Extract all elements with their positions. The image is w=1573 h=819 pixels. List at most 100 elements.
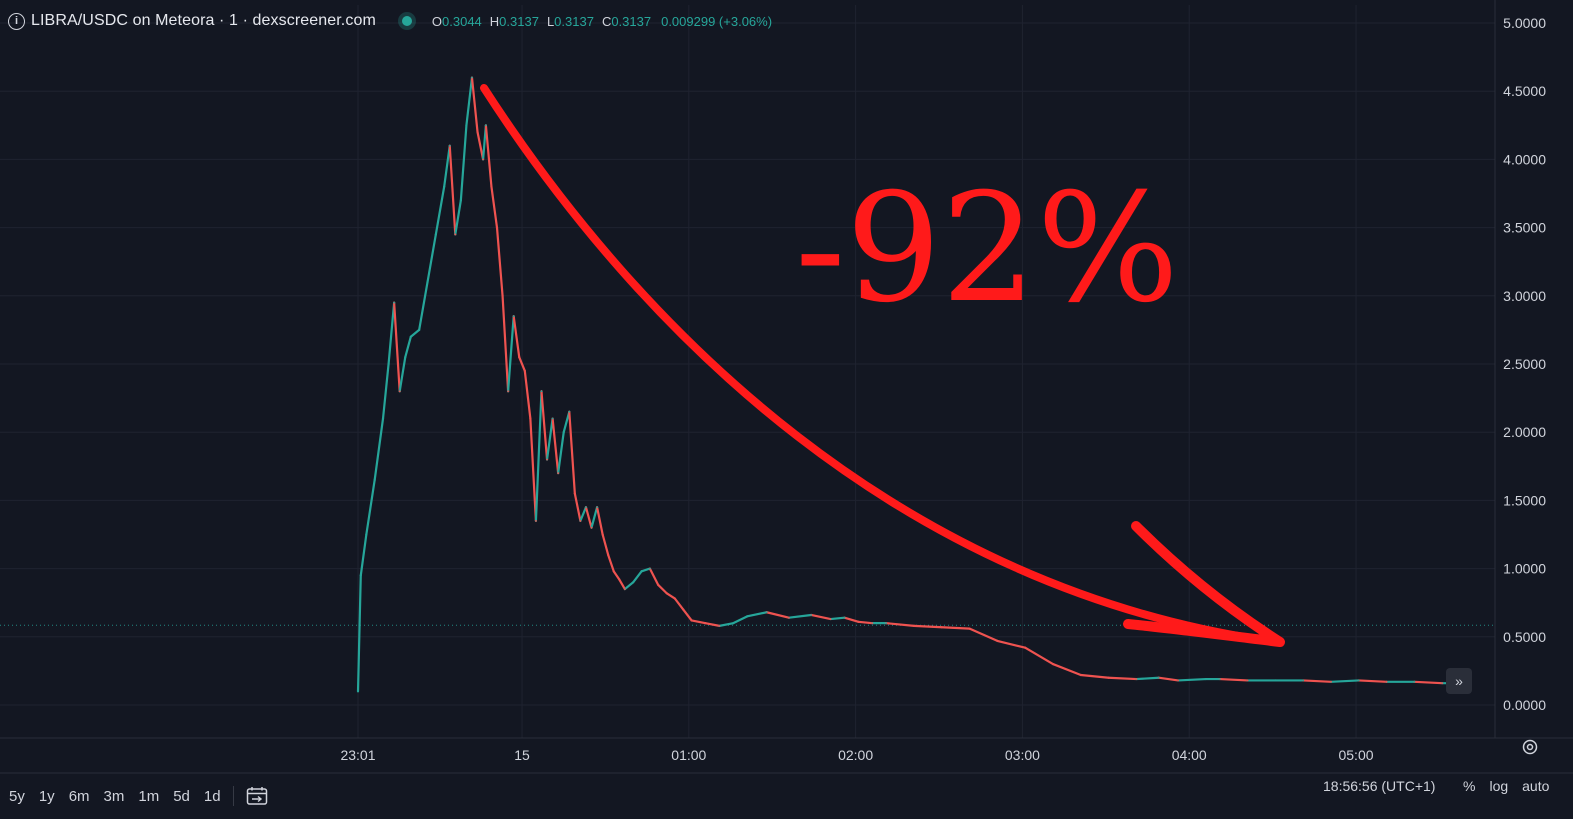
price-segment-57 [718, 622, 735, 627]
y-tick-label-4: 3.0000 [1503, 288, 1546, 304]
price-segment-8 [398, 356, 407, 393]
price-segment-68 [912, 624, 943, 629]
price-point-77 [1177, 679, 1179, 682]
x-tick-label-4: 03:00 [1005, 747, 1040, 763]
price-segment-3 [365, 478, 376, 536]
timezone-clock[interactable]: 18:56:56 (UTC+1) [1323, 778, 1436, 794]
price-segment-38 [573, 492, 582, 522]
price-point-85 [1385, 680, 1388, 683]
price-segment-70 [968, 627, 999, 642]
price-point-81 [1274, 679, 1277, 682]
price-point-70 [996, 639, 999, 642]
price-point-8 [404, 356, 407, 359]
price-point-65 [871, 622, 874, 625]
y-tick-label-1: 4.5000 [1503, 83, 1546, 99]
y-tick-label-10: 0.0000 [1503, 697, 1546, 713]
log-scale-toggle[interactable]: log [1489, 778, 1509, 794]
price-segment-80 [1218, 677, 1249, 682]
price-segment-22 [484, 124, 493, 188]
price-segment-61 [787, 613, 813, 619]
y-tick-label-3: 3.5000 [1503, 220, 1546, 236]
price-point-9 [409, 335, 412, 338]
calendar-goto-icon[interactable] [246, 786, 268, 806]
price-segment-6 [387, 301, 396, 366]
toolbar-divider [232, 786, 234, 806]
price-point-11 [426, 281, 429, 284]
price-point-60 [788, 616, 790, 619]
price-segment-71 [996, 639, 1027, 649]
price-segment-50 [648, 567, 660, 587]
range-5d-button[interactable]: 5d [173, 787, 190, 805]
price-segment-84 [1329, 679, 1360, 683]
y-tick-label-6: 2.0000 [1503, 424, 1546, 440]
price-point-64 [857, 620, 860, 623]
price-segment-15 [448, 144, 457, 236]
price-segment-59 [746, 611, 768, 618]
price-point-15 [454, 233, 457, 236]
price-point-33 [551, 417, 554, 420]
price-segment-34 [551, 417, 560, 475]
price-segment-72 [1024, 646, 1055, 666]
x-tick-label-3: 02:00 [838, 747, 873, 763]
range-selector: 5y 1y 6m 3m 1m 5d 1d [3, 788, 229, 805]
price-point-35 [562, 431, 565, 434]
price-point-4 [382, 417, 384, 420]
range-3m-button[interactable]: 3m [103, 787, 125, 805]
price-segment-20 [476, 131, 485, 161]
range-1d-button[interactable]: 1d [203, 787, 221, 805]
price-segment-77 [1157, 676, 1180, 682]
price-segment-37 [568, 410, 576, 495]
price-point-73 [1079, 674, 1082, 676]
price-point-2 [365, 533, 368, 536]
price-point-25 [507, 390, 510, 393]
price-segment-48 [632, 570, 643, 584]
price-segment-56 [704, 622, 721, 627]
price-point-46 [623, 588, 626, 590]
price-point-14 [448, 144, 451, 147]
range-1m-button[interactable]: 1m [138, 787, 160, 805]
price-segment-42 [595, 506, 604, 536]
auto-scale-toggle[interactable]: auto [1522, 778, 1550, 794]
price-change: 0.009299 (+3.06%) [661, 13, 773, 29]
price-point-52 [674, 597, 676, 600]
price-segment-76 [1135, 676, 1160, 681]
range-6m-button[interactable]: 6m [68, 787, 90, 805]
price-segment-11 [418, 281, 429, 331]
symbol-title[interactable]: LIBRA/USDC on Meteora · 1 · dexscreener.… [31, 12, 376, 29]
price-segment-83 [1302, 679, 1333, 683]
price-point-49 [649, 567, 651, 570]
price-segment-13 [434, 185, 446, 236]
price-point-50 [657, 584, 660, 586]
price-axis[interactable]: 5.0000 4.5000 4.0000 3.5000 3.0000 2.5000 2.00… [1503, 15, 1546, 713]
price-point-84 [1357, 679, 1360, 682]
range-1y-button[interactable]: 1y [38, 787, 55, 805]
price-point-32 [546, 458, 548, 461]
price-segment-53 [673, 597, 685, 611]
time-axis[interactable]: 23:01 15 01:00 02:00 03:00 04:00 05:00 [340, 747, 1373, 763]
ohlc-low-key: L [546, 13, 555, 29]
drop-annotation: -92% [480, 84, 1285, 647]
price-segment-35 [557, 431, 565, 475]
price-segment-51 [657, 583, 668, 595]
percent-scale-toggle[interactable]: % [1463, 778, 1476, 794]
price-segment-58 [732, 615, 749, 625]
range-5y-button[interactable]: 5y [9, 787, 25, 805]
price-segment-55 [690, 619, 707, 625]
price-point-53 [682, 608, 685, 611]
price-segment-65 [857, 620, 874, 625]
price-segment-9 [404, 335, 412, 359]
chart-settings-icon[interactable] [1521, 738, 1539, 756]
price-segment-14 [443, 144, 451, 188]
info-icon[interactable]: i [8, 12, 25, 30]
price-segment-10 [409, 328, 421, 338]
scroll-to-realtime-button[interactable]: » [1446, 668, 1472, 694]
price-segment-85 [1357, 679, 1388, 683]
y-tick-label-5: 2.5000 [1503, 356, 1546, 372]
price-point-19 [476, 131, 479, 134]
price-point-22 [490, 185, 493, 188]
price-point-51 [665, 592, 668, 595]
price-point-18 [471, 76, 473, 79]
price-point-20 [482, 158, 484, 161]
price-point-71 [1024, 646, 1027, 649]
